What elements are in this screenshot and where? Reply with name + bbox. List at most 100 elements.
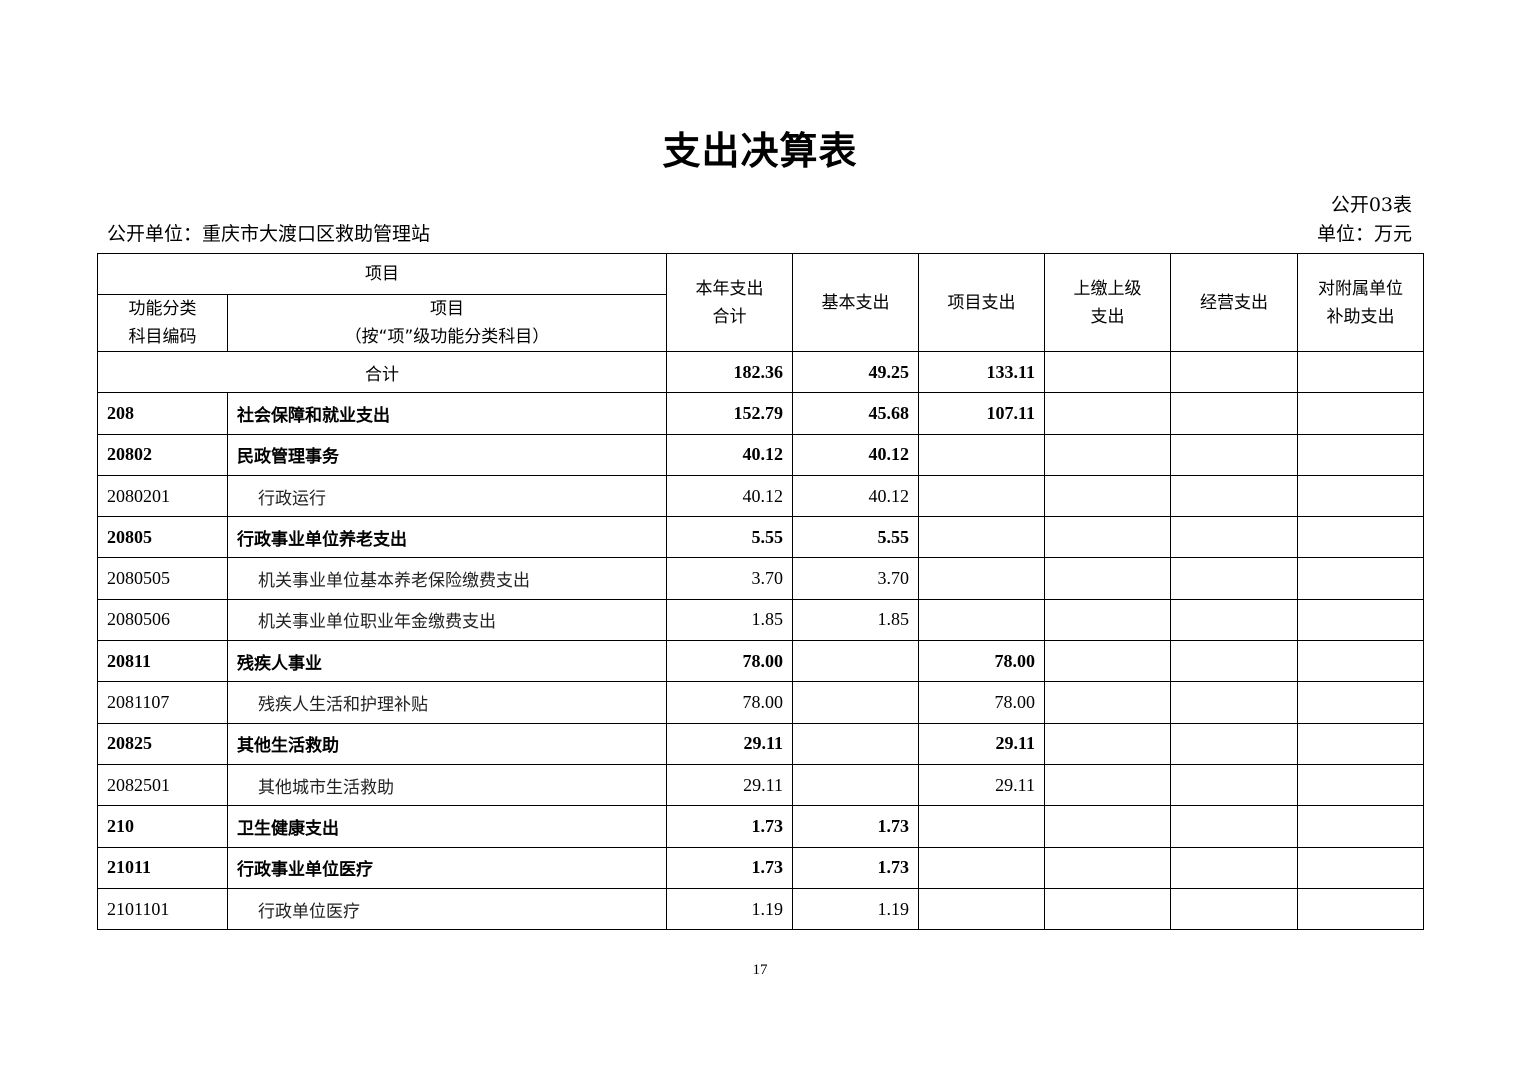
- cell-upper: [1044, 805, 1171, 848]
- cell-subsidy: [1297, 805, 1424, 848]
- cell-name: 卫生健康支出: [227, 805, 667, 848]
- cell-total: 29.11: [666, 763, 793, 807]
- cell-project: 29.11: [918, 722, 1045, 765]
- cell-total: 1.85: [666, 598, 793, 642]
- cell-subsidy: [1297, 640, 1424, 683]
- cell-upper: [1044, 392, 1171, 435]
- cell-project: 78.00: [918, 640, 1045, 683]
- cell-total: 1.73: [666, 805, 793, 848]
- cell-upper: [1044, 516, 1171, 559]
- cell-name: 行政事业单位养老支出: [227, 516, 667, 559]
- cell-upper: [1044, 846, 1171, 889]
- cell-name: 行政单位医疗: [227, 887, 667, 931]
- cell-subsidy: [1297, 722, 1424, 765]
- header-total: 本年支出 合计: [666, 253, 793, 352]
- cell-code: 2082501: [97, 763, 228, 807]
- cell-upper: [1044, 598, 1171, 642]
- table-row: 2080201 行政运行 40.12 40.12: [97, 474, 1424, 518]
- header-code: 功能分类 科目编码: [97, 294, 228, 352]
- table-row: 20802 民政管理事务 40.12 40.12: [97, 433, 1424, 476]
- cell-subsidy: [1297, 557, 1424, 600]
- cell-upper: [1044, 887, 1171, 931]
- cell-code: 2101101: [97, 887, 228, 931]
- cell-name: 残疾人生活和护理补贴: [227, 681, 667, 724]
- header-business: 经营支出: [1170, 253, 1298, 352]
- table-row: 2080505 机关事业单位基本养老保险缴费支出 3.70 3.70: [97, 557, 1424, 600]
- cell-business: [1170, 763, 1298, 807]
- table-row: 20805 行政事业单位养老支出 5.55 5.55: [97, 516, 1424, 559]
- total-subsidy: [1297, 350, 1424, 394]
- cell-code: 20802: [97, 433, 228, 476]
- cell-subsidy: [1297, 681, 1424, 724]
- cell-basic: [792, 640, 919, 683]
- cell-basic: 3.70: [792, 557, 919, 600]
- cell-name: 行政事业单位医疗: [227, 846, 667, 889]
- cell-name: 机关事业单位基本养老保险缴费支出: [227, 557, 667, 600]
- page-number: 17: [752, 962, 768, 978]
- cell-project: 29.11: [918, 763, 1045, 807]
- cell-total: 40.12: [666, 474, 793, 518]
- cell-total: 29.11: [666, 722, 793, 765]
- cell-total: 1.73: [666, 846, 793, 889]
- cell-project: [918, 805, 1045, 848]
- cell-code: 2081107: [97, 681, 228, 724]
- cell-basic: 1.19: [792, 887, 919, 931]
- cell-project: 107.11: [918, 392, 1045, 435]
- cell-business: [1170, 805, 1298, 848]
- total-label: 合计: [97, 350, 667, 394]
- cell-basic: 5.55: [792, 516, 919, 559]
- table-row: 2081107 残疾人生活和护理补贴 78.00 78.00: [97, 681, 1424, 724]
- table-row: 2082501 其他城市生活救助 29.11 29.11: [97, 763, 1424, 807]
- cell-project: [918, 433, 1045, 476]
- cell-total: 40.12: [666, 433, 793, 476]
- cell-subsidy: [1297, 598, 1424, 642]
- total-basic: 49.25: [792, 350, 919, 394]
- cell-name: 行政运行: [227, 474, 667, 518]
- cell-total: 3.70: [666, 557, 793, 600]
- table-row: 20825 其他生活救助 29.11 29.11: [97, 722, 1424, 765]
- cell-code: 2080505: [97, 557, 228, 600]
- cell-name: 社会保障和就业支出: [227, 392, 667, 435]
- header-subsidy: 对附属单位 补助支出: [1297, 253, 1424, 352]
- table-row: 21011 行政事业单位医疗 1.73 1.73: [97, 846, 1424, 889]
- table-row: 20811 残疾人事业 78.00 78.00: [97, 640, 1424, 683]
- header-basic: 基本支出: [792, 253, 919, 352]
- cell-subsidy: [1297, 392, 1424, 435]
- cell-project: 78.00: [918, 681, 1045, 724]
- cell-project: [918, 598, 1045, 642]
- table-row: 208 社会保障和就业支出 152.79 45.68 107.11: [97, 392, 1424, 435]
- cell-total: 5.55: [666, 516, 793, 559]
- header-upper: 上缴上级 支出: [1044, 253, 1171, 352]
- cell-upper: [1044, 640, 1171, 683]
- currency-unit: 单位：万元: [1316, 223, 1412, 245]
- cell-basic: 40.12: [792, 433, 919, 476]
- cell-business: [1170, 433, 1298, 476]
- cell-subsidy: [1297, 516, 1424, 559]
- page-title: 支出决算表: [662, 129, 858, 173]
- cell-upper: [1044, 722, 1171, 765]
- cell-code: 210: [97, 805, 228, 848]
- cell-business: [1170, 681, 1298, 724]
- cell-business: [1170, 640, 1298, 683]
- cell-name: 机关事业单位职业年金缴费支出: [227, 598, 667, 642]
- header-item: 项目: [97, 253, 667, 295]
- cell-name: 其他城市生活救助: [227, 763, 667, 807]
- table-row: 2101101 行政单位医疗 1.19 1.19: [97, 887, 1424, 931]
- cell-project: [918, 474, 1045, 518]
- cell-subsidy: [1297, 474, 1424, 518]
- cell-code: 20811: [97, 640, 228, 683]
- cell-business: [1170, 598, 1298, 642]
- table-row: 2080506 机关事业单位职业年金缴费支出 1.85 1.85: [97, 598, 1424, 642]
- cell-business: [1170, 557, 1298, 600]
- cell-upper: [1044, 557, 1171, 600]
- cell-code: 20825: [97, 722, 228, 765]
- cell-code: 2080201: [97, 474, 228, 518]
- total-upper: [1044, 350, 1171, 394]
- cell-subsidy: [1297, 887, 1424, 931]
- cell-project: [918, 557, 1045, 600]
- cell-project: [918, 846, 1045, 889]
- cell-subsidy: [1297, 433, 1424, 476]
- cell-basic: 1.85: [792, 598, 919, 642]
- cell-project: [918, 887, 1045, 931]
- cell-basic: 40.12: [792, 474, 919, 518]
